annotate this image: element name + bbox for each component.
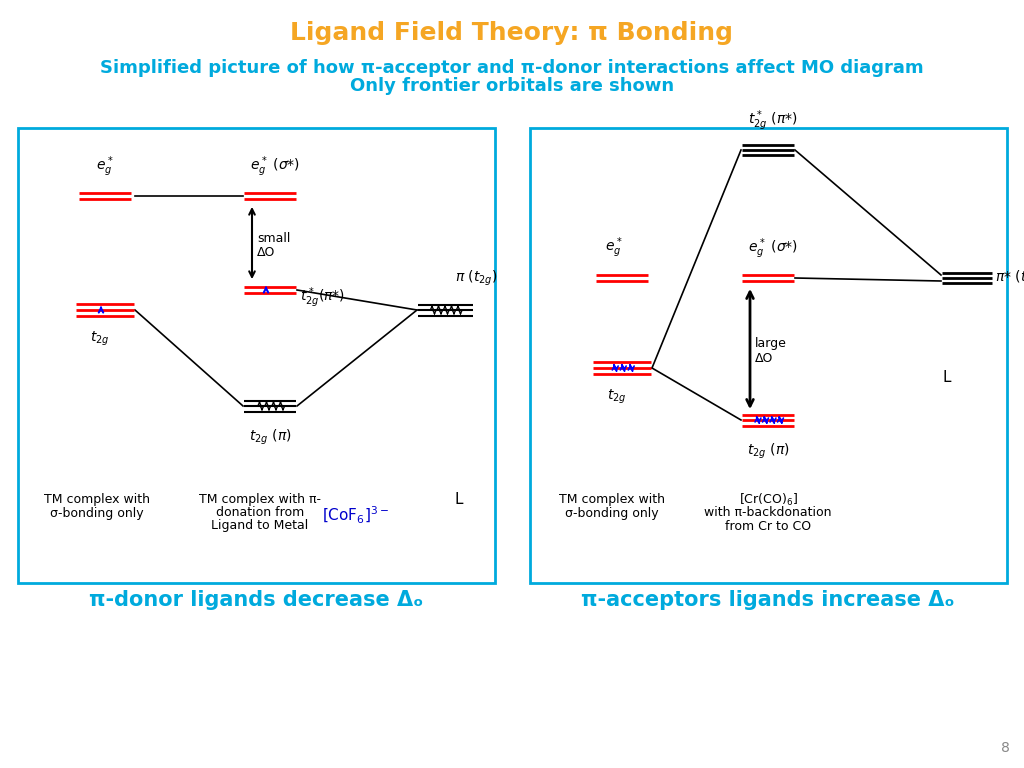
FancyBboxPatch shape [530, 128, 1007, 583]
Text: $e_g^*$ ($\sigma$*): $e_g^*$ ($\sigma$*) [748, 237, 798, 261]
Text: $e_g^*$ ($\sigma$*): $e_g^*$ ($\sigma$*) [250, 154, 300, 179]
Text: Ligand Field Theory: π Bonding: Ligand Field Theory: π Bonding [291, 21, 733, 45]
Text: $t_{2g}$: $t_{2g}$ [90, 330, 110, 349]
Text: $e_g^*$: $e_g^*$ [96, 154, 114, 179]
Text: $t_{2g}^*$ ($\pi$*): $t_{2g}^*$ ($\pi$*) [749, 108, 798, 133]
Text: L: L [943, 370, 951, 386]
Text: $t_{2g}^*$($\pi$*): $t_{2g}^*$($\pi$*) [300, 286, 345, 310]
Text: $\pi$ ($t_{2g}$): $\pi$ ($t_{2g}$) [455, 269, 498, 288]
FancyBboxPatch shape [18, 128, 495, 583]
Text: TM complex with: TM complex with [559, 494, 665, 507]
Text: $t_{2g}$ ($\pi$): $t_{2g}$ ($\pi$) [249, 428, 291, 447]
Text: σ-bonding only: σ-bonding only [50, 507, 143, 519]
Text: ΔO: ΔO [755, 352, 773, 365]
Text: L: L [455, 492, 464, 508]
Text: donation from: donation from [216, 507, 304, 519]
Text: ΔO: ΔO [257, 247, 275, 260]
Text: $t_{2g}$: $t_{2g}$ [607, 388, 627, 406]
Text: $t_{2g}$ ($\pi$): $t_{2g}$ ($\pi$) [746, 442, 790, 462]
Text: large: large [755, 337, 786, 350]
Text: [Cr(CO)$_6$]: [Cr(CO)$_6$] [738, 492, 798, 508]
Text: 8: 8 [1000, 741, 1010, 755]
Text: $\pi$* ($t_{2g}$): $\pi$* ($t_{2g}$) [995, 268, 1024, 288]
Text: small: small [257, 233, 291, 246]
Text: π-donor ligands decrease Δₒ: π-donor ligands decrease Δₒ [89, 590, 423, 610]
Text: $e_g^*$: $e_g^*$ [605, 236, 623, 260]
Text: [CoF$_6$]$^{3-}$: [CoF$_6$]$^{3-}$ [322, 505, 388, 525]
Text: TM complex with π-: TM complex with π- [199, 494, 321, 507]
Text: Simplified picture of how π-acceptor and π-donor interactions affect MO diagram: Simplified picture of how π-acceptor and… [100, 59, 924, 77]
Text: π-acceptors ligands increase Δₒ: π-acceptors ligands increase Δₒ [582, 590, 954, 610]
Text: σ-bonding only: σ-bonding only [565, 507, 658, 519]
Text: with π-backdonation: with π-backdonation [705, 507, 831, 519]
Text: Ligand to Metal: Ligand to Metal [211, 519, 308, 532]
Text: from Cr to CO: from Cr to CO [725, 519, 811, 532]
Text: Only frontier orbitals are shown: Only frontier orbitals are shown [350, 77, 674, 95]
Text: TM complex with: TM complex with [44, 494, 150, 507]
